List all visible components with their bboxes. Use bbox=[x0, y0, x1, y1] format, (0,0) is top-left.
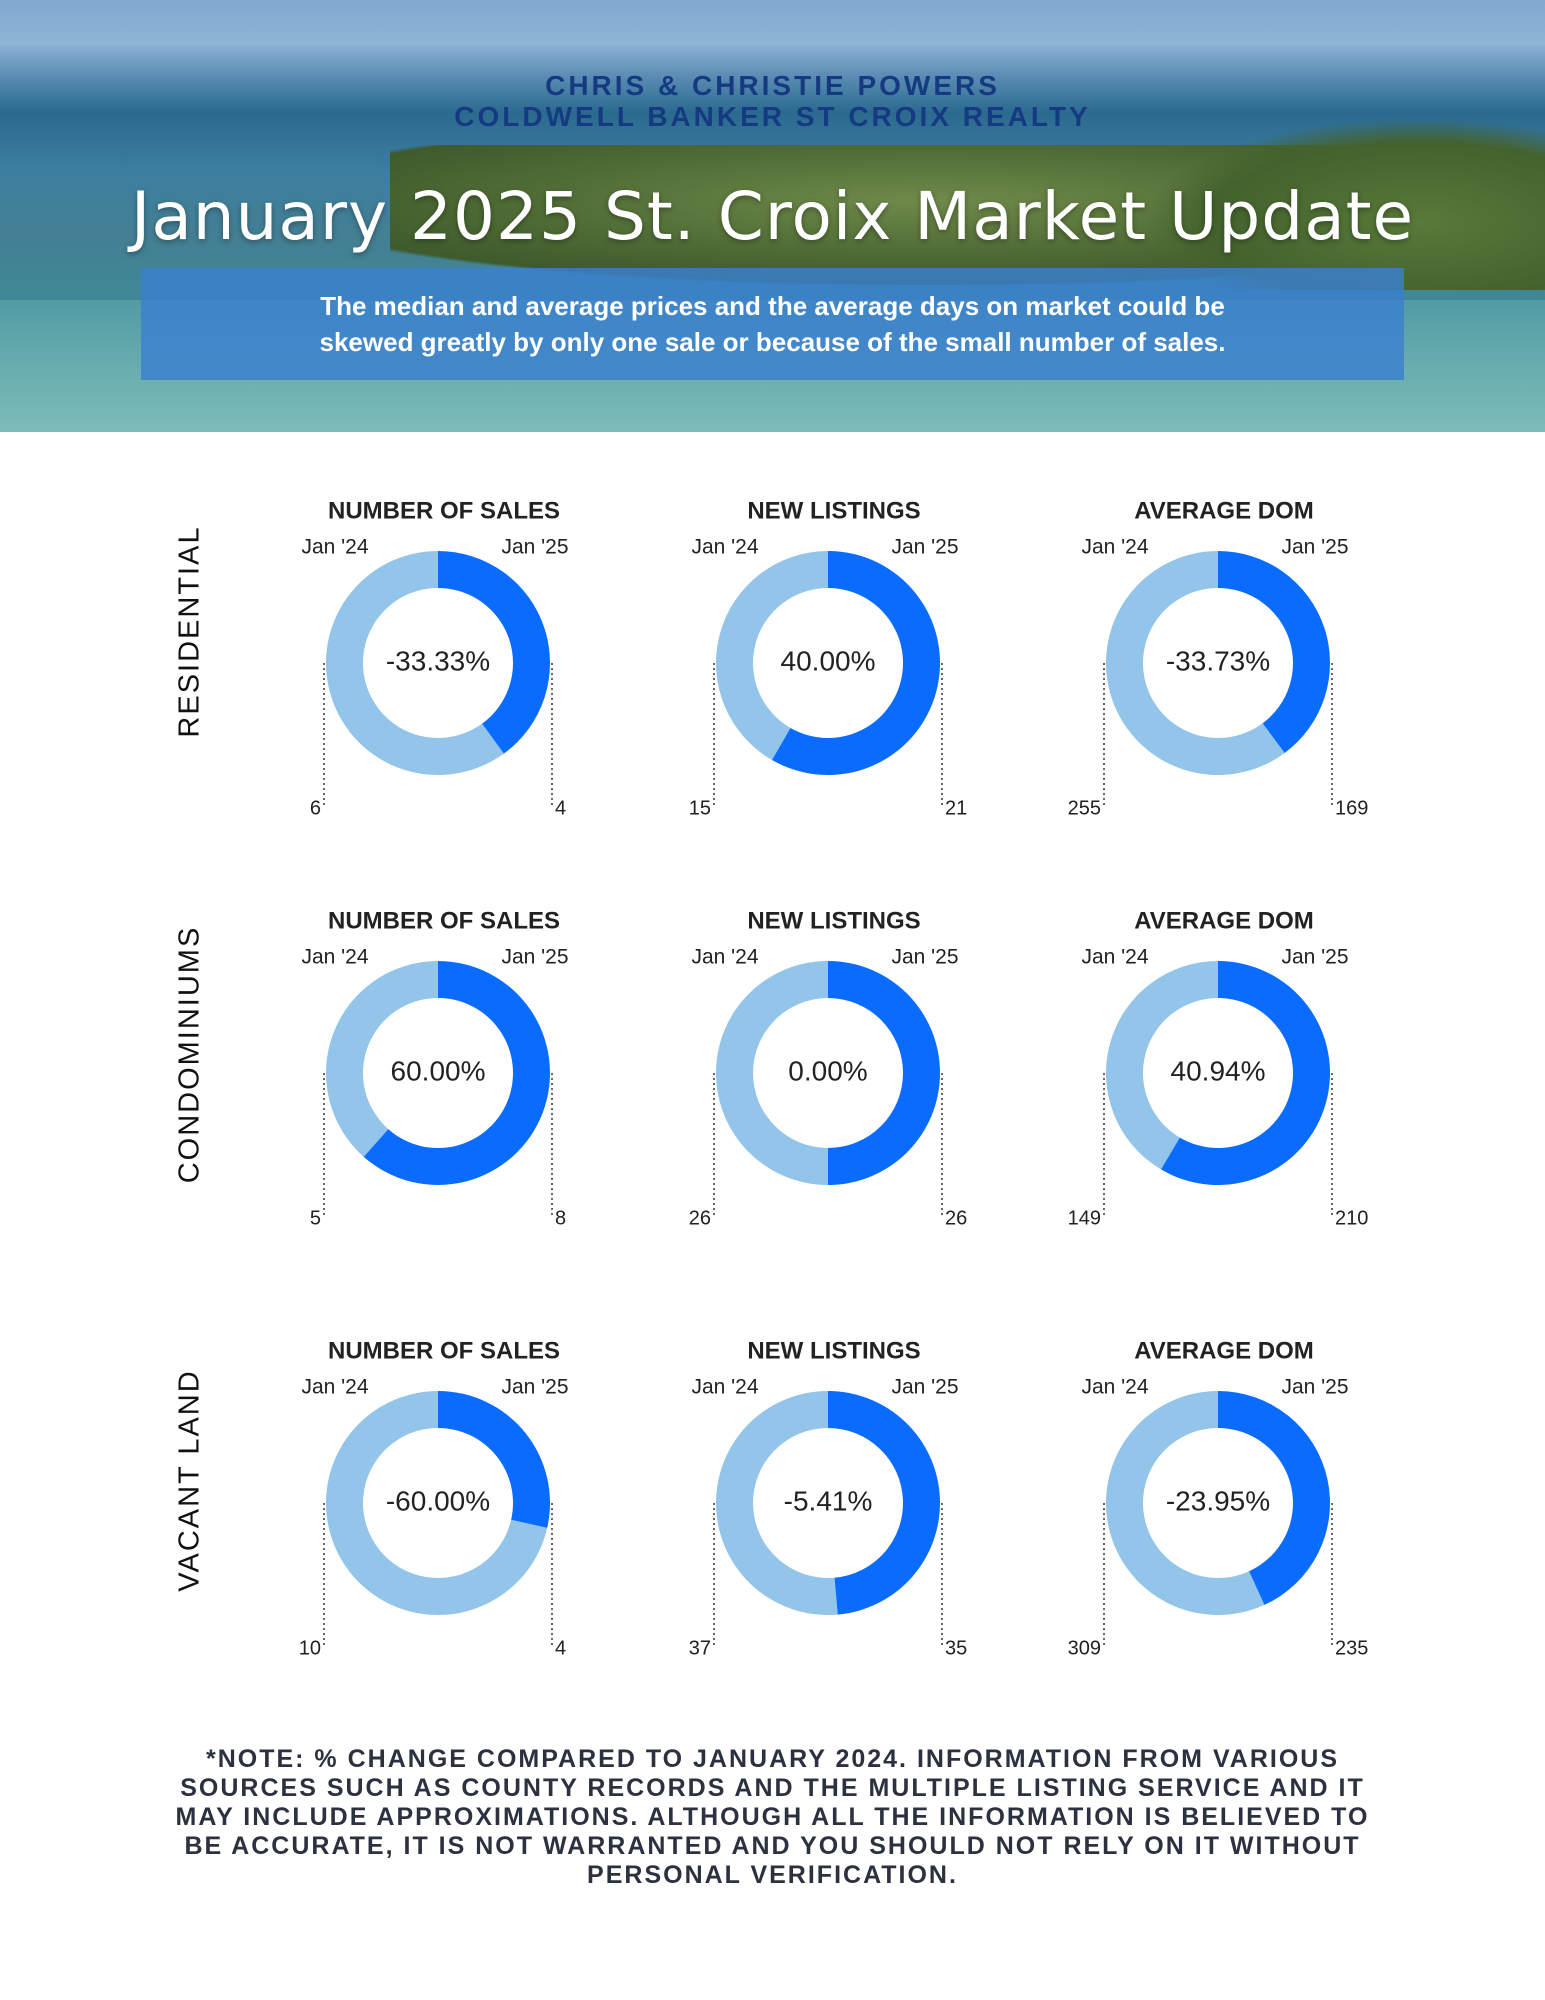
donut-chart-5 bbox=[716, 961, 940, 1185]
chart-title: AVERAGE DOM bbox=[1134, 497, 1314, 524]
legend-jan-24: Jan '24 bbox=[301, 1376, 368, 1399]
donut-chart-9 bbox=[1106, 1391, 1331, 1616]
slice-jan-24 bbox=[326, 551, 504, 775]
value-jan-24: 5 bbox=[310, 1207, 321, 1229]
disclaimer-box: The median and average prices and the av… bbox=[141, 268, 1404, 380]
value-jan-24: 309 bbox=[1068, 1637, 1101, 1659]
footnote-line-1: *NOTE: % CHANGE COMPARED TO JANUARY 2024… bbox=[205, 1745, 1339, 1773]
page-title: January 2025 St. Croix Market Update bbox=[130, 178, 1415, 255]
legend-jan-24: Jan '24 bbox=[691, 1376, 758, 1399]
slice-jan-24 bbox=[1106, 551, 1285, 775]
agent-names: CHRIS & CHRISTIE POWERS bbox=[545, 70, 1000, 101]
percent-change: -33.33% bbox=[386, 645, 490, 676]
disclaimer-line-1: The median and average prices and the av… bbox=[320, 291, 1225, 321]
slice-jan-25 bbox=[1218, 551, 1331, 754]
slice-jan-24 bbox=[715, 551, 828, 760]
percent-change: -60.00% bbox=[386, 1485, 490, 1516]
donut-chart-6 bbox=[1106, 961, 1330, 1185]
chart-title: NEW LISTINGS bbox=[747, 907, 920, 934]
disclaimer-line-2: skewed greatly by only one sale or becau… bbox=[319, 327, 1226, 357]
donut-chart-7 bbox=[326, 1391, 550, 1615]
slice-jan-24 bbox=[325, 961, 438, 1157]
donut-chart-2 bbox=[715, 551, 940, 775]
donut-chart-1 bbox=[326, 551, 551, 775]
value-jan-25: 35 bbox=[945, 1637, 967, 1659]
legend-jan-24: Jan '24 bbox=[301, 536, 368, 559]
legend-jan-24: Jan '24 bbox=[691, 946, 758, 969]
slice-jan-25 bbox=[438, 551, 551, 754]
legend-jan-24: Jan '24 bbox=[1081, 1376, 1148, 1399]
legend-jan-24: Jan '24 bbox=[301, 946, 368, 969]
legend-jan-25: Jan '25 bbox=[1281, 946, 1348, 969]
percent-change: 0.00% bbox=[788, 1055, 867, 1086]
value-jan-25: 4 bbox=[555, 1637, 566, 1659]
footnote: *NOTE: % CHANGE COMPARED TO JANUARY 2024… bbox=[80, 1745, 1465, 1890]
legend-jan-24: Jan '24 bbox=[691, 536, 758, 559]
percent-change: -23.95% bbox=[1166, 1485, 1270, 1516]
value-jan-24: 6 bbox=[310, 797, 321, 819]
chart-title: NUMBER OF SALES bbox=[328, 907, 560, 934]
value-jan-25: 169 bbox=[1335, 797, 1368, 819]
value-jan-24: 26 bbox=[689, 1207, 711, 1229]
footnote-line-3: MAY INCLUDE APPROXIMATIONS. ALTHOUGH ALL… bbox=[175, 1803, 1370, 1831]
slice-jan-25 bbox=[772, 551, 940, 775]
value-jan-24: 255 bbox=[1068, 797, 1101, 819]
value-jan-25: 210 bbox=[1335, 1207, 1368, 1229]
value-jan-25: 26 bbox=[945, 1207, 967, 1229]
donut-chart-3 bbox=[1106, 551, 1331, 775]
value-jan-24: 15 bbox=[689, 797, 711, 819]
legend-jan-25: Jan '25 bbox=[891, 946, 958, 969]
slice-jan-25 bbox=[1218, 1391, 1331, 1605]
value-jan-25: 235 bbox=[1335, 1637, 1368, 1659]
value-jan-25: 4 bbox=[555, 797, 566, 819]
brokerage-name: COLDWELL BANKER ST CROIX REALTY bbox=[454, 101, 1091, 132]
chart-title: NEW LISTINGS bbox=[747, 1337, 920, 1364]
slice-jan-25 bbox=[828, 1391, 941, 1615]
chart-title: AVERAGE DOM bbox=[1134, 1337, 1314, 1364]
chart-title: AVERAGE DOM bbox=[1134, 907, 1314, 934]
chart-title: NUMBER OF SALES bbox=[328, 497, 560, 524]
legend-jan-25: Jan '25 bbox=[501, 946, 568, 969]
legend-jan-25: Jan '25 bbox=[1281, 536, 1348, 559]
value-jan-24: 37 bbox=[689, 1637, 711, 1659]
slice-jan-24 bbox=[326, 1391, 548, 1615]
percent-change: -5.41% bbox=[784, 1485, 873, 1516]
footnote-line-2: SOURCES SUCH AS COUNTY RECORDS AND THE M… bbox=[180, 1774, 1365, 1802]
slice-jan-24 bbox=[716, 961, 828, 1185]
row-label-residential: RESIDENTIAL bbox=[173, 524, 206, 738]
chart-title: NUMBER OF SALES bbox=[328, 1337, 560, 1364]
value-jan-25: 21 bbox=[945, 797, 967, 819]
row-label-condominiums: CONDOMINIUMS bbox=[173, 925, 206, 1183]
percent-change: -33.73% bbox=[1166, 645, 1270, 676]
legend-jan-25: Jan '25 bbox=[891, 536, 958, 559]
legend-jan-24: Jan '24 bbox=[1081, 536, 1148, 559]
legend-jan-24: Jan '24 bbox=[1081, 946, 1148, 969]
footnote-line-4: BE ACCURATE, IT IS NOT WARRANTED AND YOU… bbox=[184, 1832, 1361, 1860]
header-banner: CHRIS & CHRISTIE POWERS COLDWELL BANKER … bbox=[0, 0, 1545, 432]
value-jan-24: 149 bbox=[1068, 1207, 1101, 1229]
row-label-vacant-land: VACANT LAND bbox=[173, 1368, 206, 1592]
legend-jan-25: Jan '25 bbox=[501, 1376, 568, 1399]
percent-change: 40.94% bbox=[1171, 1055, 1266, 1086]
slice-jan-24 bbox=[716, 1391, 838, 1616]
percent-change: 40.00% bbox=[781, 645, 876, 676]
value-jan-24: 10 bbox=[299, 1637, 321, 1659]
hillside-background bbox=[1150, 120, 1545, 290]
footnote-line-5: PERSONAL VERIFICATION. bbox=[587, 1861, 958, 1889]
donut-chart-8 bbox=[716, 1391, 941, 1616]
legend-jan-25: Jan '25 bbox=[501, 536, 568, 559]
slice-jan-24 bbox=[1106, 1391, 1265, 1616]
percent-change: 60.00% bbox=[391, 1055, 486, 1086]
slice-jan-25 bbox=[363, 961, 550, 1185]
slice-jan-25 bbox=[828, 961, 940, 1185]
value-jan-25: 8 bbox=[555, 1207, 566, 1229]
slice-jan-25 bbox=[438, 1391, 550, 1528]
legend-jan-25: Jan '25 bbox=[891, 1376, 958, 1399]
legend-jan-25: Jan '25 bbox=[1281, 1376, 1348, 1399]
donut-chart-4 bbox=[325, 961, 550, 1185]
chart-title: NEW LISTINGS bbox=[747, 497, 920, 524]
slice-jan-24 bbox=[1106, 961, 1218, 1170]
slice-jan-25 bbox=[1161, 961, 1330, 1185]
